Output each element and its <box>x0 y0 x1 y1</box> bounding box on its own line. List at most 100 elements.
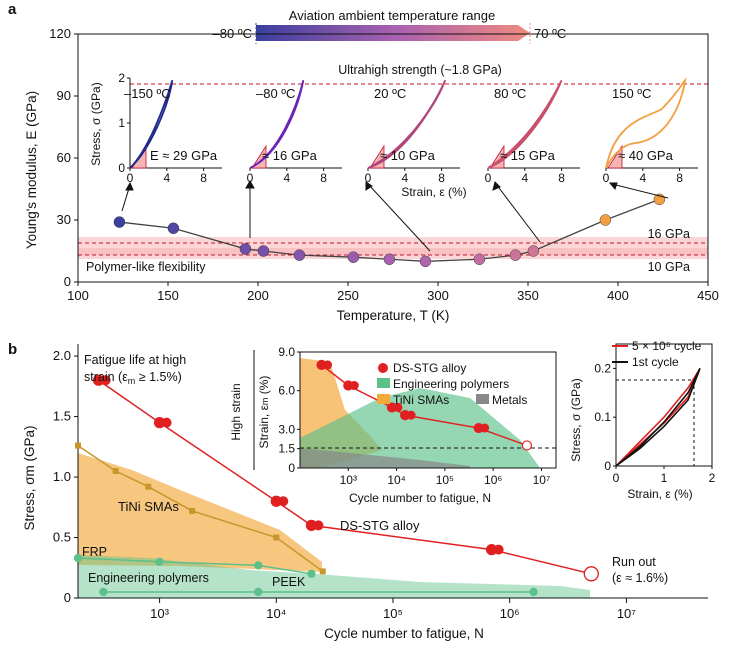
series-point-dup <box>313 520 324 531</box>
series-point-dup <box>100 375 111 386</box>
legend-1st: 1st cycle <box>632 355 679 369</box>
engineering-polymers-label: Engineering polymers <box>88 571 209 585</box>
inset-b2-ytick-label: 0 <box>604 459 611 473</box>
chart-a-ytick-label: 0 <box>64 274 71 289</box>
series-point <box>583 566 599 582</box>
chart-b-ytick-label: 0.5 <box>53 530 71 545</box>
modulus-point <box>113 216 126 228</box>
modulus-point <box>599 214 612 226</box>
chart-b-xtick-label: 10⁴ <box>266 606 286 621</box>
dsstg-label: DS-STG alloy <box>340 518 420 533</box>
inset-b1-ytick-label: 0 <box>288 461 295 475</box>
series-point <box>319 568 326 575</box>
chart-a-ytick-label: 60 <box>57 150 71 165</box>
panel-a-label: a <box>8 1 17 18</box>
inset-a-ylabel: Stress, σ (GPa) <box>89 82 103 165</box>
inset-a-xtick-label: 0 <box>603 171 610 185</box>
inset-a-curve <box>487 79 563 169</box>
fatigue-note-line2: strain (εm ≥ 1.5%) <box>84 370 182 386</box>
inset-a-xtick-label: 8 <box>438 171 445 185</box>
chart-b-inset-cycles: 0 0.1 0.2 0 1 2 Stress, σ (GPa) Strain, ε (%)… <box>569 339 716 501</box>
series-point <box>73 553 83 563</box>
arrow-20 <box>367 183 431 252</box>
arrowhead-20 <box>365 181 373 191</box>
modulus-point <box>383 253 396 265</box>
modulus-point <box>419 255 432 268</box>
chart-b-inset-strain: 0 1.5 3.0 6.0 9.0 10³ 10⁴ 10⁵ 10⁶ 10⁷ High strain… <box>229 345 557 505</box>
modulus-point <box>347 251 360 263</box>
modulus-point <box>473 253 486 265</box>
chart-b-xtick-label: 10³ <box>150 606 169 621</box>
inset-a-modulus-label: ≈ 15 GPa <box>500 148 556 163</box>
modulus-point <box>527 245 540 257</box>
inset-b1-xlabel: Cycle number to fatigue, N <box>349 491 491 505</box>
legend-eng: Engineering polymers <box>393 377 509 391</box>
flexibility-label: Polymer-like flexibility <box>86 260 206 274</box>
arrow-p80 <box>495 183 541 243</box>
inset-b2-ytick-label: 0.1 <box>594 410 611 424</box>
chart-a-xtick-label: 300 <box>427 288 449 303</box>
legend-dsstg: DS-STG alloy <box>393 361 466 375</box>
series-point <box>254 587 263 597</box>
chart-a-xtick-label: 250 <box>337 288 359 303</box>
inset-a-ytick-label: 1 <box>118 116 125 130</box>
chart-a-xtick-label: 450 <box>697 288 719 303</box>
arrowhead-80 <box>245 179 255 189</box>
inset-a-modulus-label: E ≈ 29 GPa <box>150 148 218 163</box>
panel-b-label: b <box>8 341 17 358</box>
chart-b-xlabel: Cycle number to fatigue, N <box>324 626 484 641</box>
inset-b2-ytick-label: 0.2 <box>594 361 611 375</box>
chart-a-xlabel: Temperature, T (K) <box>337 308 450 323</box>
inset-b1-ytick-label: 6.0 <box>278 384 295 398</box>
inset-a-xtick-label: 4 <box>639 171 646 185</box>
chart-a: Ultrahigh strength (~1.8 GPa) Polymer-li… <box>24 26 719 323</box>
inset-b2-xlabel: Strain, ε (%) <box>627 487 692 501</box>
series-point <box>75 442 81 449</box>
inset-a-curve <box>129 79 174 169</box>
chart-a-xtick-label: 350 <box>517 288 539 303</box>
tini-label: TiNi SMAs <box>118 499 179 514</box>
inset-a-xtick-label: 4 <box>401 171 408 185</box>
inset-a-temp-label: –150 ºC <box>124 86 171 101</box>
inset-a-xtick-label: 8 <box>200 171 207 185</box>
modulus-point <box>509 249 522 261</box>
inset-b2-xtick-label: 2 <box>709 471 716 485</box>
arrowhead-p80 <box>492 181 501 191</box>
ultrahigh-strength-label: Ultrahigh strength (~1.8 GPa) <box>338 63 502 77</box>
inset-a-ytick-label: 0 <box>118 161 125 175</box>
inset-b1-xtick-label: 10³ <box>340 473 357 487</box>
temperature-gradient-bar: Aviation ambient temperature range –80 º… <box>213 8 566 44</box>
inset-b1-point-dup <box>323 360 333 370</box>
engineering-polymers-region <box>78 555 590 598</box>
modulus-point <box>239 243 252 255</box>
inset-a-xtick-label: 0 <box>485 171 492 185</box>
chart-b-ytick-label: 1.0 <box>53 469 71 484</box>
band-lo-label: 10 GPa <box>648 260 690 274</box>
inset-b2-xtick-label: 1 <box>661 471 668 485</box>
legend-dsstg-marker <box>378 363 388 373</box>
chart-a-ytick-label: 90 <box>57 88 71 103</box>
inset-a-temp-label: 150 ºC <box>612 86 651 101</box>
inset-b1-point-dup <box>406 410 416 420</box>
inset-a-xtick-label: 0 <box>247 171 254 185</box>
band-hi-label: 16 GPa <box>648 227 690 241</box>
legend-eng-swatch <box>377 378 390 388</box>
inset-a-curve <box>367 79 447 169</box>
series-point-dup <box>278 496 289 507</box>
inset-a-curve <box>249 80 305 169</box>
series-line-frp <box>77 557 312 575</box>
series-point <box>273 534 280 541</box>
inset-a-xtick-label: 0 <box>127 171 134 185</box>
legend-tini: TiNi SMAs <box>393 393 449 407</box>
series-point <box>529 587 538 597</box>
peek-label: PEEK <box>272 575 306 589</box>
chart-b: 10³ 10⁴ 10⁵ 10⁶ 10⁷ 0 0.5 1.0 1.5 2.0 Fatigue lif… <box>22 344 708 641</box>
stress-strain-insets: 0 4 8 0 1 2–150 ºC E ≈ 29 GPa 0 4 8 –80 ºC ≈ 16 GPa… <box>118 71 698 185</box>
inset-a-curve <box>605 77 687 169</box>
arrowhead-150 <box>125 181 134 191</box>
chart-a-xtick-label: 400 <box>607 288 629 303</box>
inset-a-xtick-label: 4 <box>521 171 528 185</box>
inset-a-ytick-label: 2 <box>118 71 125 85</box>
inset-b2-series-1 <box>615 368 701 467</box>
chart-b-ylabel: Stress, σm (GPa) <box>22 425 37 530</box>
